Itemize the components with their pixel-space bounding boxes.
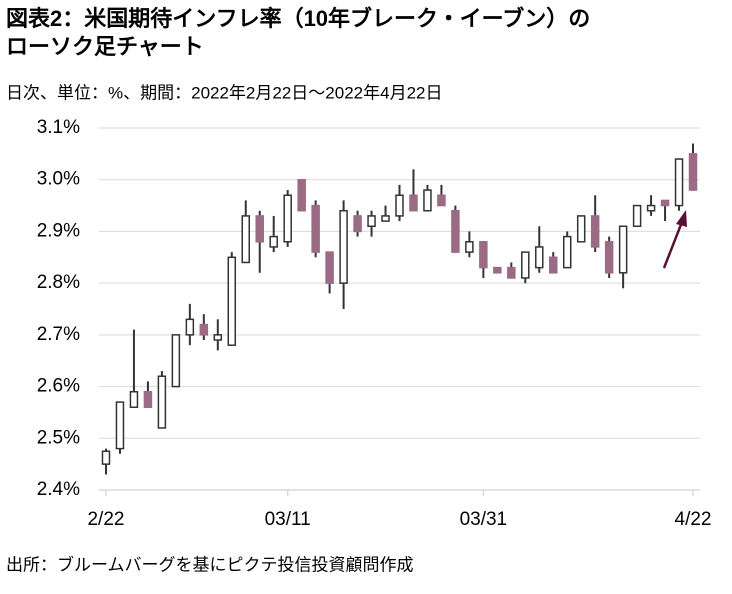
source-note: 出所：ブルームバーグを基にピクテ投信投資顧問作成 (6, 554, 414, 574)
up-body (535, 246, 544, 269)
x-tick-label: 03/11 (265, 509, 311, 530)
x-tick-label: 4/22 (675, 509, 712, 530)
y-tick-label: 2.6% (37, 376, 80, 397)
down-body (590, 215, 600, 248)
up-body (674, 158, 684, 207)
up-body (395, 194, 404, 217)
up-body (241, 215, 251, 264)
up-body (618, 225, 628, 274)
down-body (255, 215, 264, 243)
up-body (115, 401, 125, 450)
down-body (353, 215, 362, 233)
down-body (325, 251, 334, 284)
up-body (101, 450, 111, 465)
chart-title: 図表2：米国期待インフレ率（10年ブレーク・イーブン）の (6, 6, 590, 31)
y-tick-label: 2.7% (37, 324, 80, 345)
down-body (297, 178, 306, 212)
down-body (437, 194, 446, 207)
up-body (269, 235, 278, 248)
down-body (548, 256, 558, 274)
up-body (367, 215, 376, 228)
y-tick-label: 2.8% (37, 272, 80, 293)
y-tick-label: 3.0% (37, 169, 80, 190)
up-body (465, 241, 474, 253)
down-body (493, 266, 502, 274)
chart-title: ローソク足チャート (6, 34, 204, 59)
up-body (521, 251, 530, 279)
up-body (632, 204, 642, 228)
down-body (507, 266, 516, 279)
down-body (451, 209, 460, 253)
y-tick-label: 2.4% (37, 479, 80, 500)
up-body (381, 215, 390, 222)
y-tick-label: 3.1% (37, 117, 80, 138)
up-body (227, 256, 237, 346)
up-body (339, 209, 348, 284)
up-body (185, 318, 195, 336)
up-body (283, 194, 292, 243)
up-body (562, 235, 572, 269)
x-tick-label: 2/22 (87, 509, 124, 530)
down-body (660, 199, 670, 207)
arrow (662, 210, 687, 269)
down-body (688, 153, 698, 191)
down-body (199, 323, 209, 336)
down-body (479, 241, 488, 269)
x-tick-label: 03/31 (460, 509, 508, 530)
up-body (171, 334, 181, 388)
down-body (604, 241, 614, 274)
y-tick-label: 2.9% (37, 220, 80, 241)
up-body (129, 390, 139, 409)
up-body (423, 189, 432, 212)
chart-subtitle: 日次、単位：%、期間：2022年2月22日～2022年4月22日 (6, 83, 442, 102)
up-body (157, 375, 167, 429)
down-body (143, 390, 153, 409)
up-body (646, 204, 656, 212)
y-tick-label: 2.5% (37, 427, 80, 448)
down-body (311, 204, 320, 253)
up-body (576, 215, 586, 243)
down-body (409, 194, 418, 212)
up-body (213, 334, 223, 341)
